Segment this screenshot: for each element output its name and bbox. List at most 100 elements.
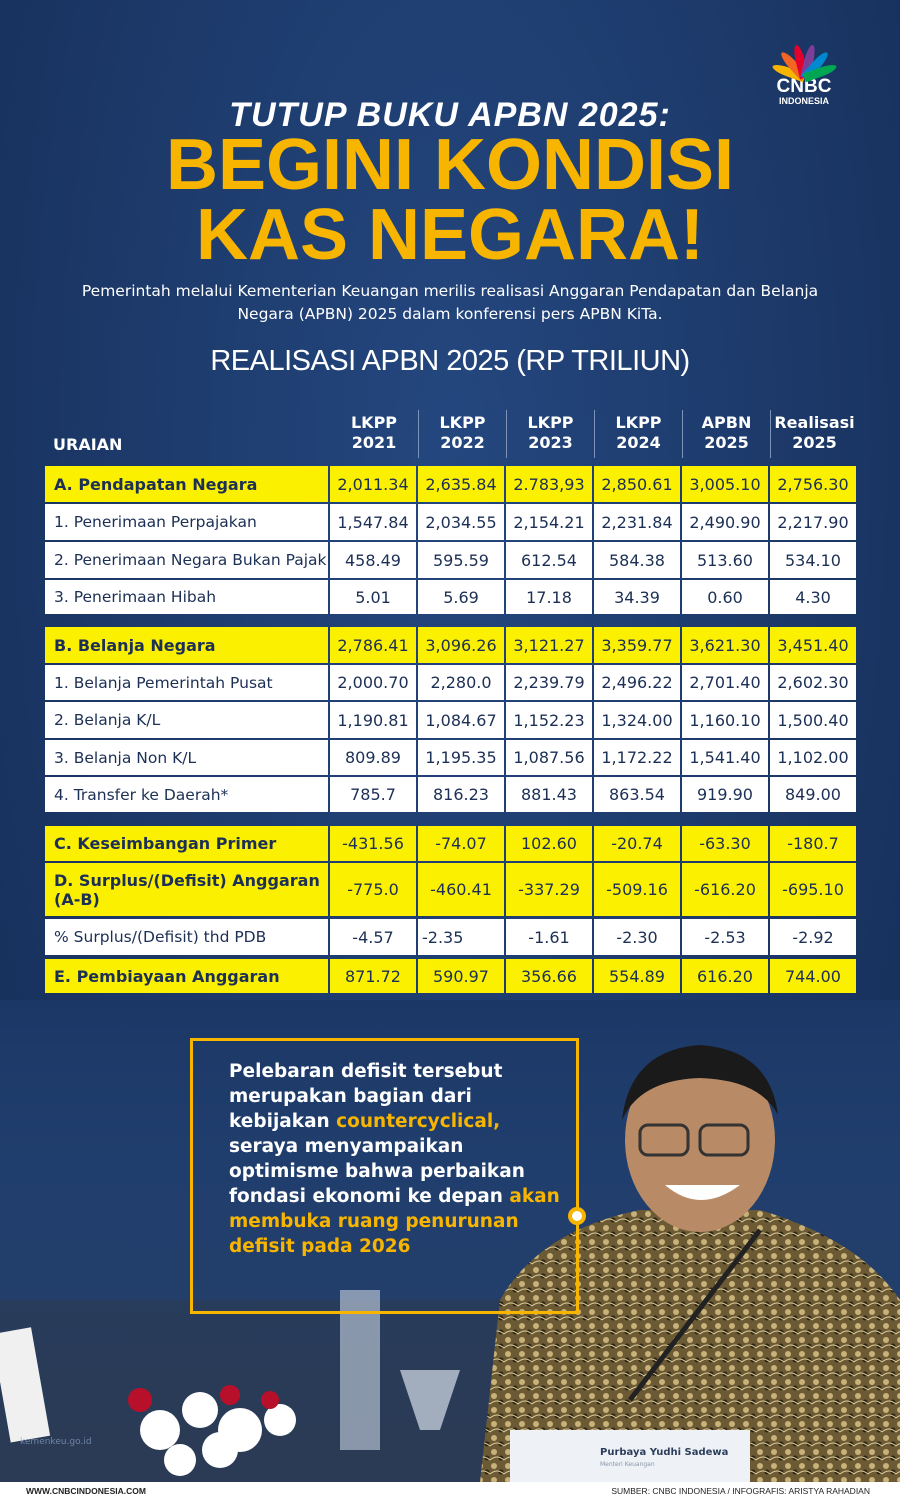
table-cell: -63.30: [682, 826, 768, 861]
footer-website[interactable]: WWW.CNBCINDONESIA.COM: [26, 1486, 146, 1496]
column-header-line1: Realisasi: [774, 413, 855, 432]
column-header-line2: 2024: [616, 433, 661, 452]
table-cell: 2,239.79: [506, 665, 592, 700]
logo-sub: INDONESIA: [778, 96, 829, 106]
table-row: D. Surplus/(Defisit) Anggaran (A-B) -775.…: [45, 863, 860, 916]
column-header: APBN 2025: [682, 410, 770, 458]
title-line-2: KAS NEGARA!: [195, 195, 704, 275]
callout-text-2: seraya menyampaikan optimisme bahwa perb…: [229, 1136, 525, 1207]
table-cell: 849.00: [770, 777, 856, 812]
table-cell: 595.59: [418, 542, 504, 578]
footer: WWW.CNBCINDONESIA.COM SUMBER: CNBC INDON…: [0, 1482, 900, 1500]
column-header-line1: APBN: [701, 413, 752, 432]
callout-text-1: Pelebaran defisit tersebut merupakan bag…: [229, 1061, 503, 1132]
table-cell: 2,034.55: [418, 504, 504, 540]
table-cell: -616.20: [682, 863, 768, 916]
callout-highlight-2: akan membuka ruang penurunan defisit pad…: [229, 1186, 560, 1257]
table-cell: 2,231.84: [594, 504, 680, 540]
table-cell: 2,000.70: [330, 665, 416, 700]
table-row: E. Pembiayaan Anggaran 871.72 590.97 356.66…: [45, 959, 860, 993]
table-cell: 2,635.84: [418, 466, 504, 502]
table-cell: 3,096.26: [418, 627, 504, 663]
title-line-1: BEGINI KONDISI: [165, 125, 735, 205]
row-label: A. Pendapatan Negara: [45, 466, 328, 502]
column-header: Realisasi 2025: [770, 410, 858, 458]
table-cell: 1,324.00: [594, 702, 680, 738]
table-cell: 2,602.30: [770, 665, 856, 700]
table-cell: -431.56: [330, 826, 416, 861]
table-cell: 17.18: [506, 580, 592, 614]
table-row: 4. Transfer ke Daerah* 785.7 816.23 881.43 8…: [45, 777, 860, 812]
table-cell: 1,195.35: [418, 740, 504, 775]
table-title: REALISASI APBN 2025 (RP TRILIUN): [210, 345, 690, 377]
row-label: % Surplus/(Defisit) thd PDB: [45, 919, 328, 955]
table-cell: 34.39: [594, 580, 680, 614]
row-label: 3. Penerimaan Hibah: [45, 580, 328, 614]
table-cell: 1,190.81: [330, 702, 416, 738]
table-cell: 102.60: [506, 826, 592, 861]
logo-name: CNBC: [776, 76, 832, 97]
callout-pointer-dot: [568, 1207, 586, 1225]
row-label: C. Keseimbangan Primer: [45, 826, 328, 861]
table-cell: 3,621.30: [682, 627, 768, 663]
row-label: 4. Transfer ke Daerah*: [45, 777, 328, 812]
peacock-icon: [771, 40, 838, 83]
table-cell: 2,701.40: [682, 665, 768, 700]
table-cell: 919.90: [682, 777, 768, 812]
speaker-photo: Purbaya Yudhi Sadewa Menteri Keuangan ke…: [0, 1000, 900, 1482]
table-cell: 612.54: [506, 542, 592, 578]
table-row: 2. Penerimaan Negara Bukan Pajak 458.49 59…: [45, 542, 860, 578]
row-label: 2. Belanja K/L: [45, 702, 328, 738]
table-cell: 1,160.10: [682, 702, 768, 738]
table-cell: 3,005.10: [682, 466, 768, 502]
table-cell: -1.61: [506, 919, 592, 955]
table-cell: 785.7: [330, 777, 416, 812]
table-cell: 2.783,93: [506, 466, 592, 502]
table-cell: 590.97: [418, 959, 504, 993]
table-cell: 2,496.22: [594, 665, 680, 700]
table-cell: -509.16: [594, 863, 680, 916]
table-cell: 863.54: [594, 777, 680, 812]
column-header-line1: LKPP: [350, 413, 398, 432]
table-cell: 616.20: [682, 959, 768, 993]
table-cell: 4.30: [770, 580, 856, 614]
table-row: 1. Belanja Pemerintah Pusat 2,000.70 2,280…: [45, 665, 860, 700]
column-header-line1: LKPP: [527, 413, 574, 432]
table-row: B. Belanja Negara 2,786.41 3,096.26 3,121.2…: [45, 627, 860, 663]
table-cell: 1,084.67: [418, 702, 504, 738]
row-label: 3. Belanja Non K/L: [45, 740, 328, 775]
table-cell: -695.10: [770, 863, 856, 916]
column-header-line2: 2021: [351, 433, 397, 452]
table-cell: 0.60: [682, 580, 768, 614]
row-label: 2. Penerimaan Negara Bukan Pajak: [45, 542, 328, 578]
table-cell: 871.72: [330, 959, 416, 993]
column-header: LKPP 2023: [506, 410, 594, 458]
footer-source: SUMBER: CNBC INDONESIA / INFOGRAFIS: ARI…: [611, 1486, 870, 1496]
table-cell: -2.53: [682, 919, 768, 955]
table-cell: 2,217.90: [770, 504, 856, 540]
table-cell: 2,756.30: [770, 466, 856, 502]
quote-callout: Pelebaran defisit tersebut merupakan bag…: [190, 1038, 579, 1314]
table-cell: -2.30: [594, 919, 680, 955]
table-cell: 2,490.90: [682, 504, 768, 540]
table-cell: -20.74: [594, 826, 680, 861]
table-cell: -180.7: [770, 826, 856, 861]
table-cell: 2,850.61: [594, 466, 680, 502]
watermark: kemenkeu.go.id: [20, 1437, 92, 1447]
table-cell: -4.57: [330, 919, 416, 955]
table-cell: 1,087.56: [506, 740, 592, 775]
table-row: 3. Penerimaan Hibah 5.01 5.69 17.18 34.39 0.6…: [45, 580, 860, 614]
table-cell: 1,102.00: [770, 740, 856, 775]
table-header: URAIAN LKPP 2021 LKPP 2022 LKPP 2023 LKPP 2024 A…: [45, 410, 860, 458]
column-header: LKPP 2021: [330, 410, 418, 458]
table-row: 1. Penerimaan Perpajakan 1,547.84 2,034.55…: [45, 504, 860, 540]
row-label: 1. Penerimaan Perpajakan: [45, 504, 328, 540]
table-cell: 2,154.21: [506, 504, 592, 540]
table-cell: 356.66: [506, 959, 592, 993]
table-row: 2. Belanja K/L 1,190.81 1,084.67 1,152.23 1,…: [45, 702, 860, 738]
table-cell: 2,280.0: [418, 665, 504, 700]
table-row: 3. Belanja Non K/L 809.89 1,195.35 1,087.56…: [45, 740, 860, 775]
table-cell: 881.43: [506, 777, 592, 812]
table-cell: 3,359.77: [594, 627, 680, 663]
column-header-line2: 2022: [440, 433, 485, 452]
